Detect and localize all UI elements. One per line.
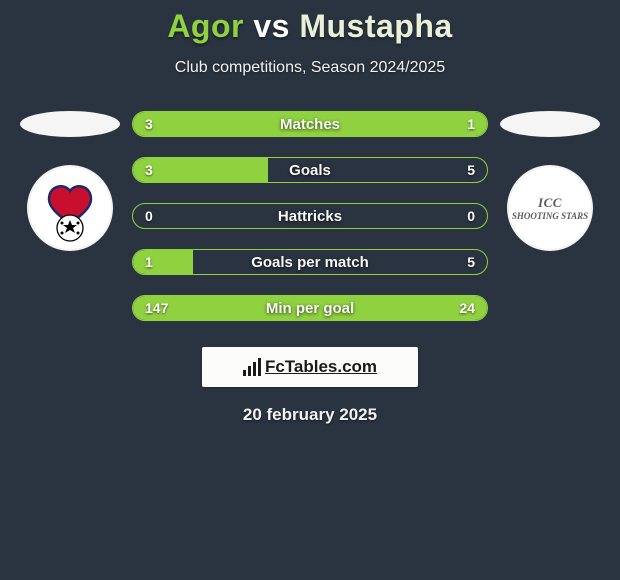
stat-value-right: 5 [467,162,475,178]
subtitle: Club competitions, Season 2024/2025 [0,59,620,77]
stat-label: Hattricks [133,208,487,225]
stat-value-right: 1 [467,116,475,132]
stat-bar-goals-per-match: 1 Goals per match 5 [132,249,488,275]
right-side-column: ICC SHOOTING STARS [500,111,600,251]
player2-name: Mustapha [299,8,452,44]
stat-value-right: 24 [459,300,475,316]
player2-club-badge: ICC SHOOTING STARS [507,165,593,251]
stat-label: Min per goal [133,300,487,317]
stat-value-right: 0 [467,208,475,224]
stat-bar-matches: 3 Matches 1 [132,111,488,137]
stat-label: Goals per match [133,254,487,271]
stat-bars: 3 Matches 1 3 Goals 5 0 Hattricks 0 [132,111,488,321]
stat-bar-goals: 3 Goals 5 [132,157,488,183]
player1-name: Agor [167,8,244,44]
page-title: Agor vs Mustapha [0,8,620,45]
bar-chart-icon [243,358,261,376]
heart-fc-icon [35,173,105,243]
stat-bar-hattricks: 0 Hattricks 0 [132,203,488,229]
brand-link[interactable]: FcTables.com [202,347,418,387]
stat-bar-min-per-goal: 147 Min per goal 24 [132,295,488,321]
stat-value-right: 5 [467,254,475,270]
left-side-column [20,111,120,251]
stat-label: Matches [133,116,487,133]
club2-line1: ICC [512,195,588,211]
player2-flag [500,111,600,137]
date-line: 20 february 2025 [0,405,620,425]
player1-flag [20,111,120,137]
vs-word: vs [253,8,290,44]
stat-label: Goals [133,162,487,179]
brand-text: FcTables.com [265,357,377,377]
comparison-row: 3 Matches 1 3 Goals 5 0 Hattricks 0 [0,111,620,321]
player1-club-badge [27,165,113,251]
club2-line2: SHOOTING STARS [512,211,588,221]
